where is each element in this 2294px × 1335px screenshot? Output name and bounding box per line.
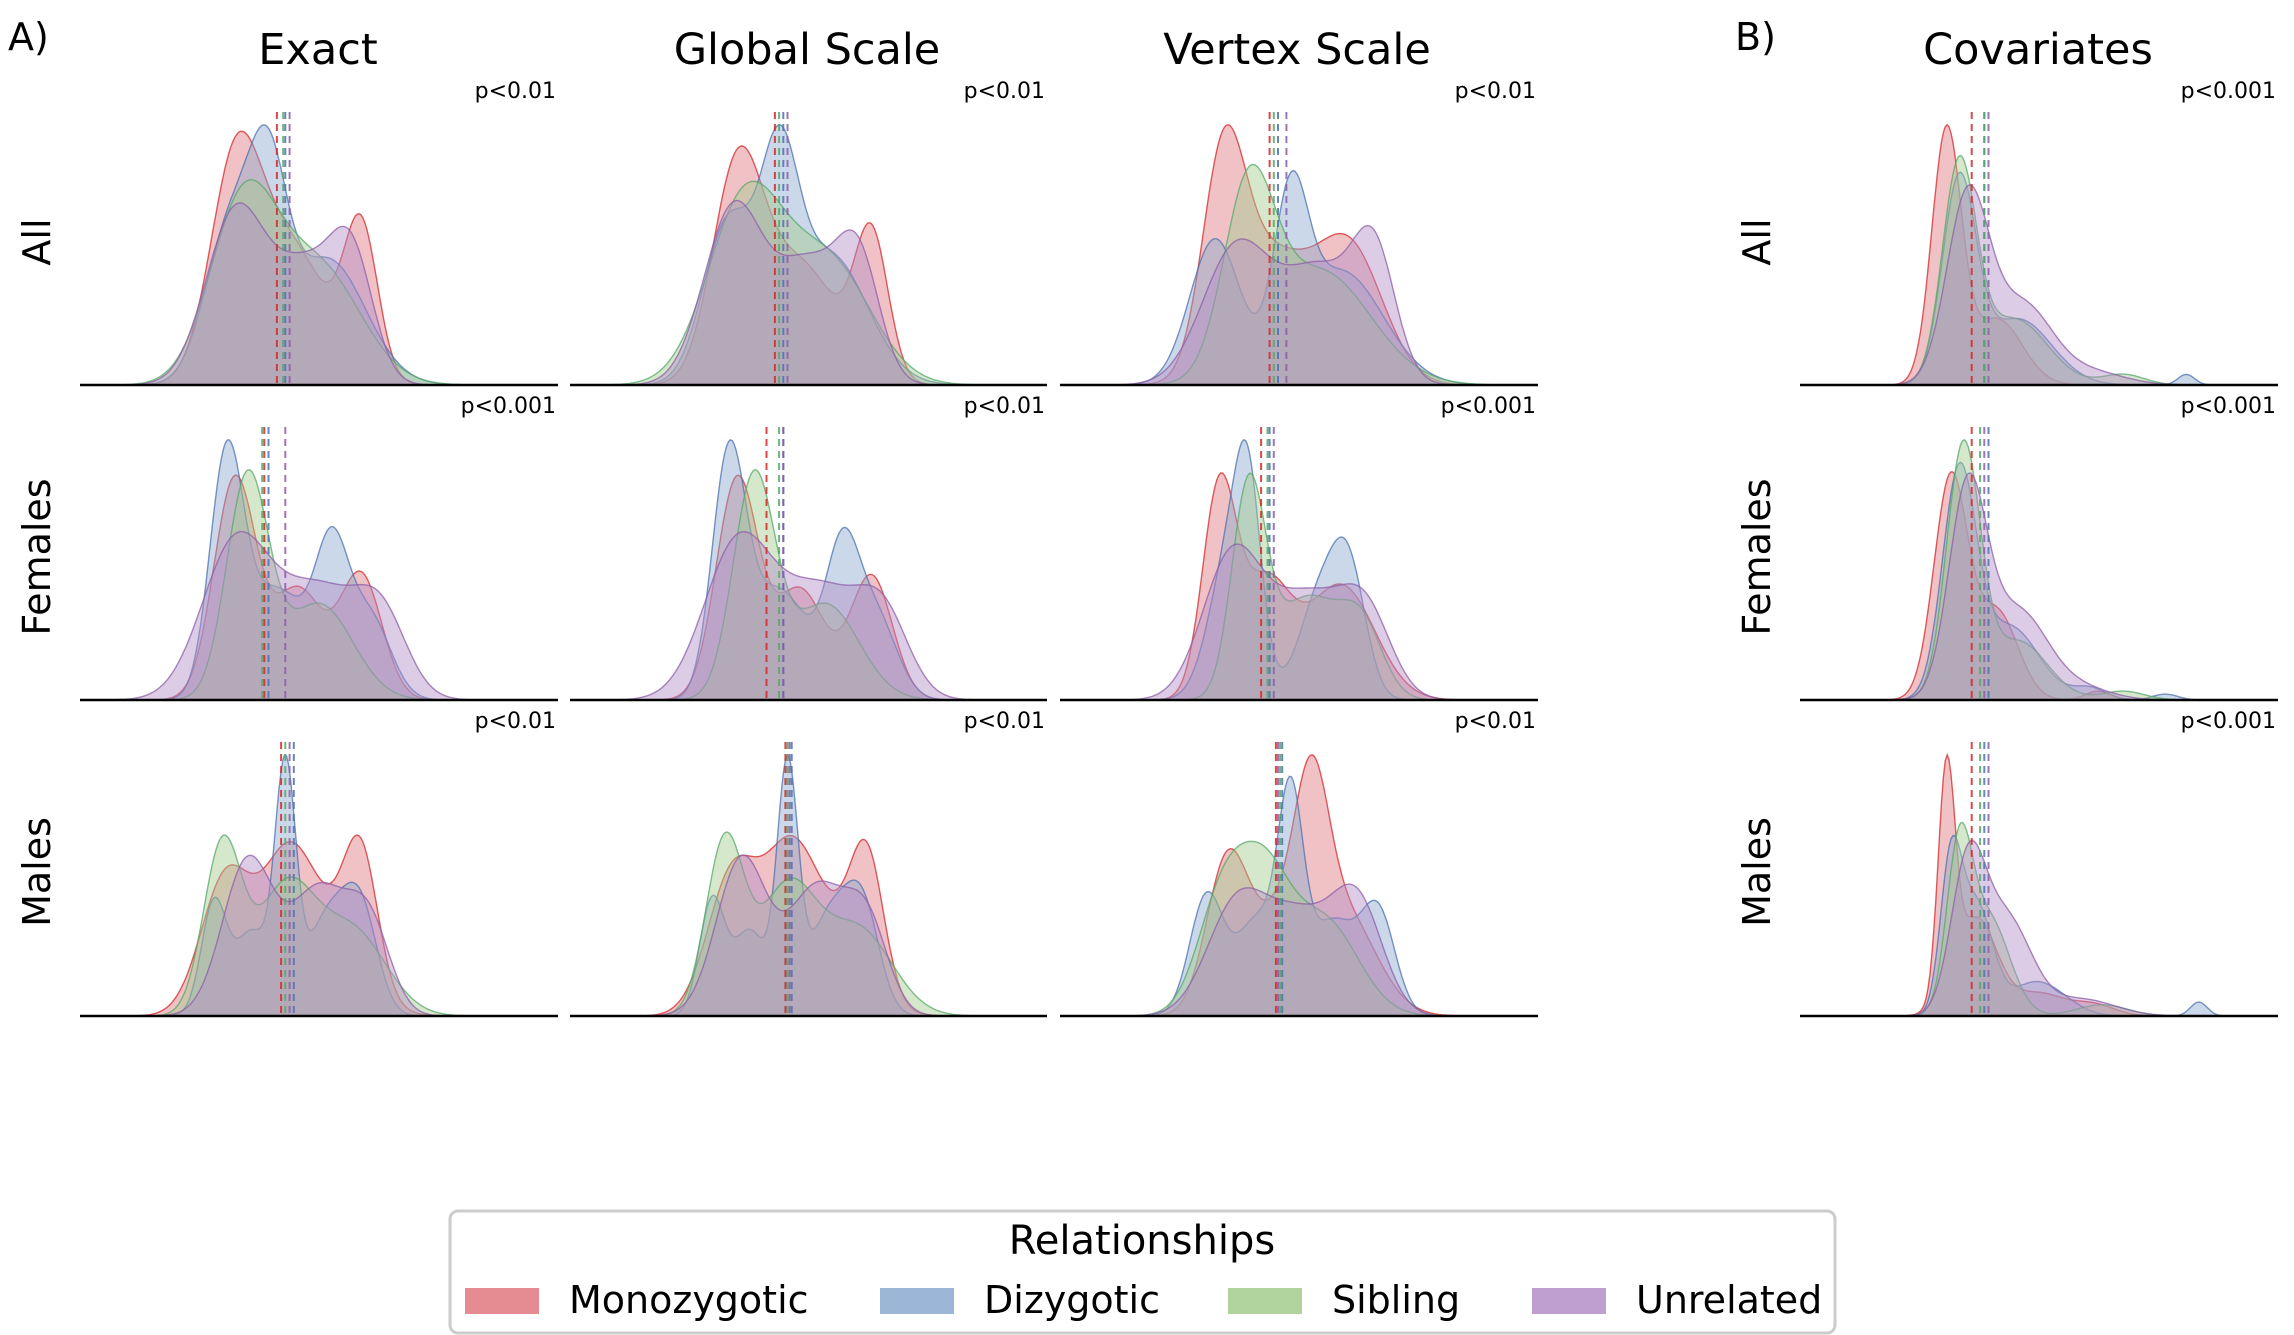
p-value-annotation: p<0.01 [1455, 709, 1536, 734]
p-value-annotation: p<0.001 [461, 394, 556, 419]
row-label-males-covariates: Males [1735, 817, 1779, 927]
column-title-vertex-scale: Vertex Scale [1163, 25, 1431, 75]
row-label-all: All [15, 218, 59, 265]
panel-exact-females: p<0.001 [80, 394, 558, 702]
panel-label-b: B) [1735, 15, 1776, 59]
legend-swatch-dizygotic [880, 1288, 954, 1314]
density-unrelated [1828, 184, 2250, 386]
p-value-annotation: p<0.01 [964, 394, 1045, 419]
column-title-global-scale: Global Scale [674, 25, 941, 75]
row-label-males: Males [15, 817, 59, 927]
density-unrelated [1828, 472, 2250, 701]
panel-vertex-scale-all: p<0.01 [1060, 79, 1538, 387]
density-unrelated [1828, 839, 2250, 1017]
legend-frame [448, 1209, 1837, 1335]
p-value-annotation: p<0.01 [475, 79, 556, 104]
legend-label-monozygotic: Monozygotic [569, 1278, 809, 1322]
legend-label-dizygotic: Dizygotic [984, 1278, 1160, 1322]
p-value-annotation: p<0.001 [2181, 709, 2276, 734]
panel-vertex-scale-males: p<0.01 [1060, 709, 1538, 1018]
legend-label-unrelated: Unrelated [1636, 1278, 1822, 1322]
p-value-annotation: p<0.01 [1455, 79, 1536, 104]
panel-exact-all: p<0.01 [80, 79, 558, 387]
column-title-covariates: Covariates [1923, 25, 2153, 75]
p-value-annotation: p<0.001 [2181, 79, 2276, 104]
legend-swatch-unrelated [1532, 1288, 1606, 1314]
panel-covariates-males: p<0.001 [1800, 709, 2278, 1018]
density-panels: p<0.01 p<0.01 p<0.01 p<0.001 p<0.001 p<0.01 p<… [80, 79, 2278, 1018]
figure-titles: A) B) Exact Global Scale Vertex Scale Co… [8, 15, 2153, 927]
panel-global-scale-males: p<0.01 [570, 709, 1047, 1018]
column-title-exact: Exact [258, 25, 377, 75]
p-value-annotation: p<0.01 [964, 709, 1045, 734]
p-value-annotation: p<0.001 [2181, 394, 2276, 419]
p-value-annotation: p<0.01 [475, 709, 556, 734]
row-label-all-covariates: All [1735, 218, 1779, 265]
panel-exact-males: p<0.01 [80, 709, 558, 1018]
density-unrelated [108, 202, 530, 386]
legend-entries: Monozygotic Dizygotic Sibling Unrelated [465, 1278, 1822, 1322]
density-unrelated [1088, 224, 1510, 386]
row-label-females-covariates: Females [1735, 478, 1779, 635]
density-monozygotic [1088, 124, 1510, 386]
panel-vertex-scale-females: p<0.001 [1060, 394, 1538, 702]
panel-global-scale-females: p<0.01 [570, 394, 1047, 702]
panel-global-scale-all: p<0.01 [570, 79, 1047, 387]
panel-covariates-all: p<0.001 [1800, 79, 2278, 387]
legend-swatch-sibling [1228, 1288, 1302, 1314]
panel-label-a: A) [8, 15, 49, 59]
panel-covariates-females: p<0.001 [1800, 394, 2278, 702]
legend-swatch-monozygotic [465, 1288, 539, 1314]
legend: Relationships Monozygotic Dizygotic Siblin… [448, 1209, 1837, 1335]
p-value-annotation: p<0.001 [1441, 394, 1536, 419]
legend-title: Relationships [1009, 1218, 1275, 1264]
density-unrelated [598, 530, 1019, 701]
density-unrelated [1088, 883, 1510, 1017]
density-unrelated [1088, 543, 1510, 701]
density-sibling [597, 180, 1019, 386]
p-value-annotation: p<0.01 [964, 79, 1045, 104]
legend-label-sibling: Sibling [1332, 1278, 1460, 1322]
row-label-females: Females [15, 478, 59, 635]
